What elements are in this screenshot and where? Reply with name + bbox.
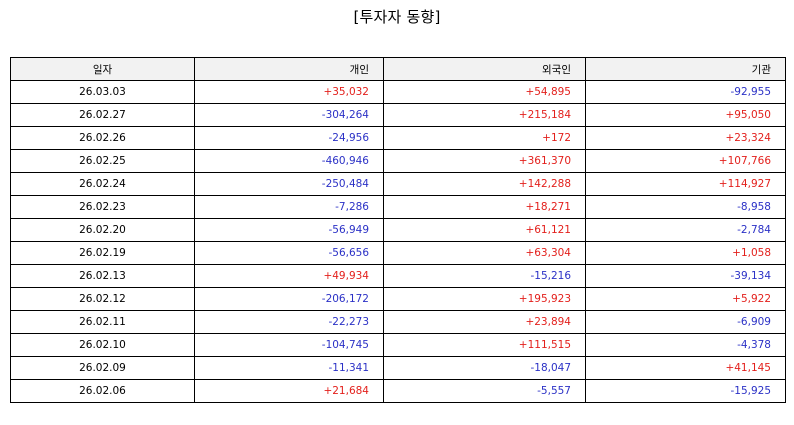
cell-date: 26.02.13	[10, 264, 195, 288]
cell-individual: +35,032	[194, 80, 384, 104]
table-row: 26.02.11 -22,273 +23,894 -6,909	[10, 310, 786, 334]
table-row: 26.02.12 -206,172 +195,923 +5,922	[10, 287, 786, 311]
cell-date: 26.02.27	[10, 103, 195, 127]
table-row: 26.02.10 -104,745 +111,515 -4,378	[10, 333, 786, 357]
cell-institution: -39,134	[585, 264, 786, 288]
table-row: 26.02.26 -24,956 +172 +23,324	[10, 126, 786, 150]
cell-date: 26.02.25	[10, 149, 195, 173]
cell-foreign: +23,894	[383, 310, 586, 334]
cell-foreign: +54,895	[383, 80, 586, 104]
cell-individual: -304,264	[194, 103, 384, 127]
table-row: 26.02.13 +49,934 -15,216 -39,134	[10, 264, 786, 288]
cell-institution: +5,922	[585, 287, 786, 311]
cell-date: 26.02.26	[10, 126, 195, 150]
cell-date: 26.02.06	[10, 379, 195, 403]
cell-individual: -460,946	[194, 149, 384, 173]
investor-trend-table: 일자 개인 외국인 기관 26.03.03 +35,032 +54,895 -92,9…	[10, 57, 786, 403]
cell-institution: +23,324	[585, 126, 786, 150]
cell-date: 26.02.19	[10, 241, 195, 265]
cell-date: 26.02.11	[10, 310, 195, 334]
cell-date: 26.02.23	[10, 195, 195, 219]
header-individual: 개인	[194, 57, 384, 81]
cell-date: 26.03.03	[10, 80, 195, 104]
cell-institution: -2,784	[585, 218, 786, 242]
cell-foreign: -18,047	[383, 356, 586, 380]
cell-date: 26.02.20	[10, 218, 195, 242]
cell-institution: +114,927	[585, 172, 786, 196]
cell-foreign: +18,271	[383, 195, 586, 219]
table-row: 26.02.25 -460,946 +361,370 +107,766	[10, 149, 786, 173]
cell-foreign: +361,370	[383, 149, 586, 173]
header-date: 일자	[10, 57, 195, 81]
cell-date: 26.02.10	[10, 333, 195, 357]
cell-individual: -250,484	[194, 172, 384, 196]
header-foreign: 외국인	[383, 57, 586, 81]
cell-institution: +107,766	[585, 149, 786, 173]
cell-institution: -4,378	[585, 333, 786, 357]
cell-foreign: +61,121	[383, 218, 586, 242]
cell-date: 26.02.24	[10, 172, 195, 196]
cell-foreign: -5,557	[383, 379, 586, 403]
cell-foreign: +63,304	[383, 241, 586, 265]
cell-individual: -24,956	[194, 126, 384, 150]
cell-foreign: +195,923	[383, 287, 586, 311]
cell-institution: -6,909	[585, 310, 786, 334]
cell-individual: -56,656	[194, 241, 384, 265]
cell-individual: +21,684	[194, 379, 384, 403]
cell-institution: +95,050	[585, 103, 786, 127]
cell-individual: -7,286	[194, 195, 384, 219]
cell-individual: -56,949	[194, 218, 384, 242]
cell-individual: -104,745	[194, 333, 384, 357]
header-row: 일자 개인 외국인 기관	[10, 57, 786, 81]
cell-institution: -8,958	[585, 195, 786, 219]
cell-institution: +41,145	[585, 356, 786, 380]
table-row: 26.02.27 -304,264 +215,184 +95,050	[10, 103, 786, 127]
cell-date: 26.02.09	[10, 356, 195, 380]
table-row: 26.02.06 +21,684 -5,557 -15,925	[10, 379, 786, 403]
cell-foreign: -15,216	[383, 264, 586, 288]
cell-foreign: +142,288	[383, 172, 586, 196]
cell-institution: +1,058	[585, 241, 786, 265]
page-title: [투자자 동향]	[353, 8, 441, 26]
cell-individual: -206,172	[194, 287, 384, 311]
cell-individual: -22,273	[194, 310, 384, 334]
cell-foreign: +111,515	[383, 333, 586, 357]
table-row: 26.02.23 -7,286 +18,271 -8,958	[10, 195, 786, 219]
table-row: 26.02.09 -11,341 -18,047 +41,145	[10, 356, 786, 380]
table-body: 26.03.03 +35,032 +54,895 -92,955 26.02.27 -30…	[10, 80, 786, 403]
table-row: 26.02.20 -56,949 +61,121 -2,784	[10, 218, 786, 242]
cell-individual: +49,934	[194, 264, 384, 288]
table-row: 26.02.24 -250,484 +142,288 +114,927	[10, 172, 786, 196]
header-institution: 기관	[585, 57, 786, 81]
cell-date: 26.02.12	[10, 287, 195, 311]
cell-foreign: +172	[383, 126, 586, 150]
cell-individual: -11,341	[194, 356, 384, 380]
table-row: 26.03.03 +35,032 +54,895 -92,955	[10, 80, 786, 104]
cell-institution: -15,925	[585, 379, 786, 403]
cell-foreign: +215,184	[383, 103, 586, 127]
cell-institution: -92,955	[585, 80, 786, 104]
table-row: 26.02.19 -56,656 +63,304 +1,058	[10, 241, 786, 265]
